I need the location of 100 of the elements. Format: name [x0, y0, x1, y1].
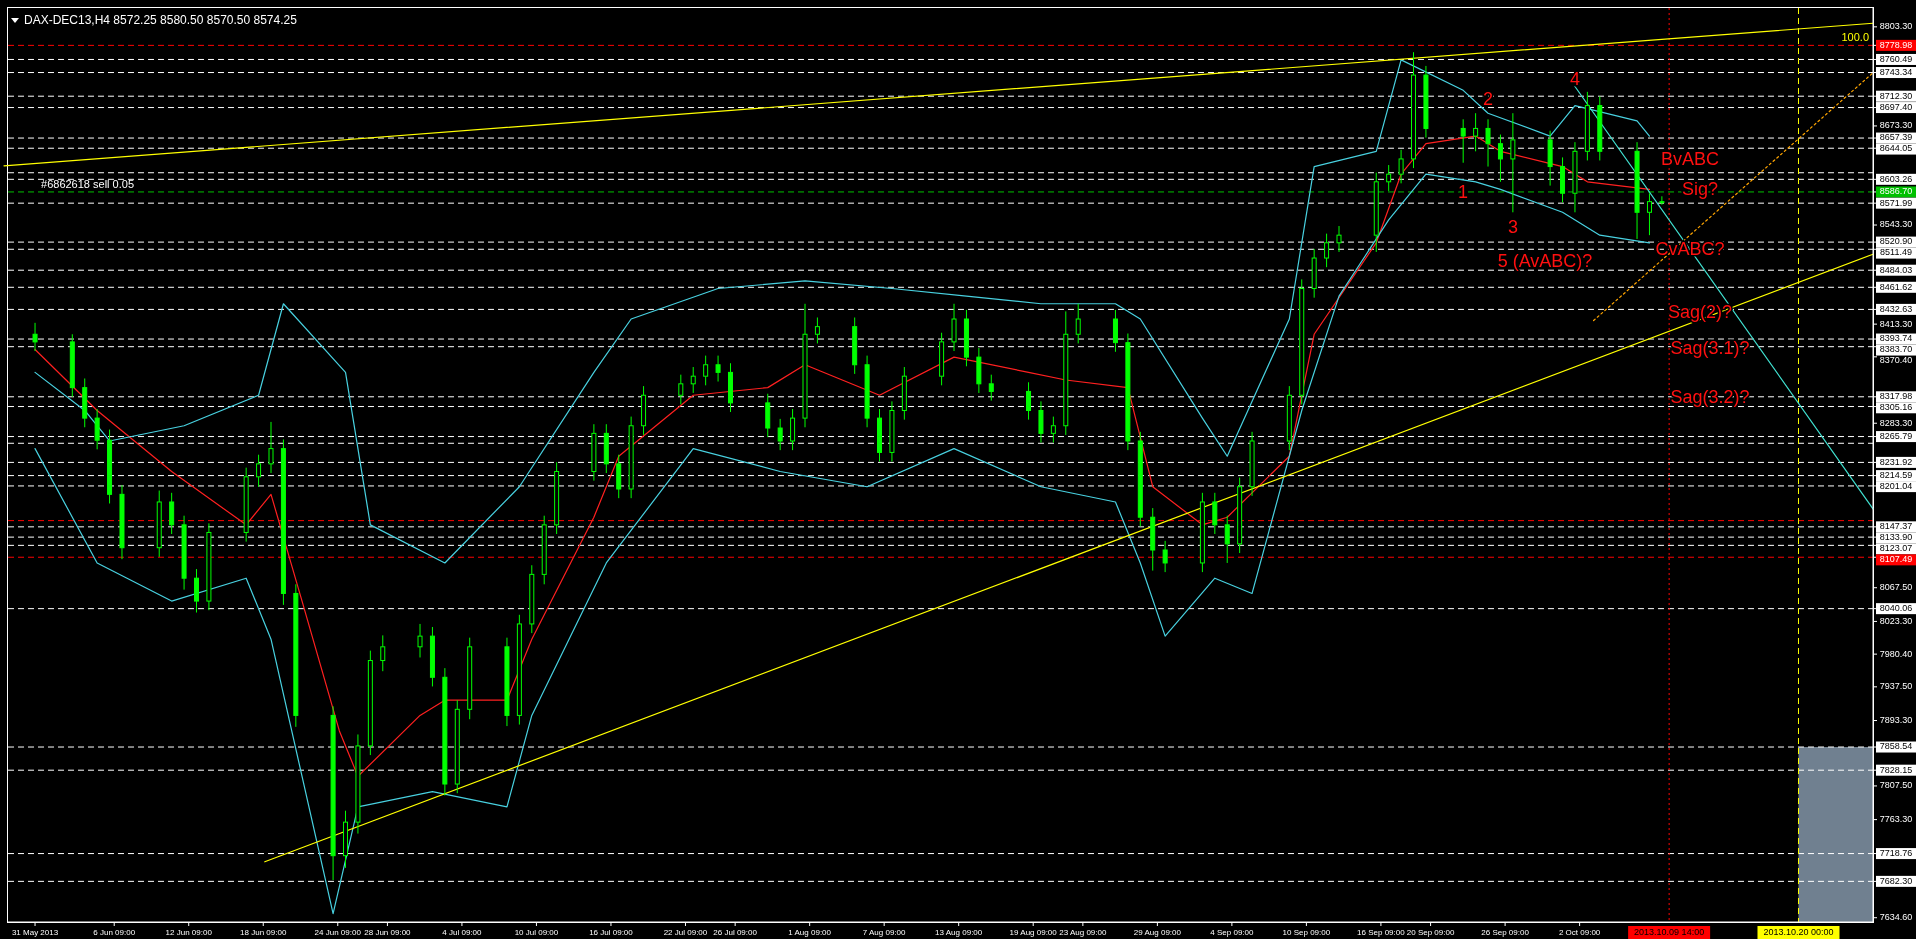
candlestick	[268, 421, 274, 474]
annotation: 5 (AvABC)?	[1497, 250, 1593, 271]
candlestick	[1038, 400, 1044, 444]
x-tick-label: 16 Jul 09:00	[589, 928, 634, 938]
y-tick-label: 8023.30	[1879, 615, 1913, 626]
candlestick	[1125, 333, 1131, 451]
candlestick	[442, 667, 448, 796]
ref-line-label: 8571.99	[1879, 197, 1913, 208]
ref-line-label: 8107.49	[1879, 554, 1913, 565]
x-tick-label: 7 Aug 09:00	[862, 928, 907, 938]
y-tick-label: 7893.30	[1879, 714, 1913, 725]
annotation: #6862618 sell 0.05	[41, 177, 135, 190]
x-tick-label: 31 May 2013	[11, 928, 59, 938]
candlestick	[280, 438, 286, 606]
candlestick	[1386, 164, 1392, 192]
candlestick	[181, 515, 187, 591]
ref-line-label: 8461.62	[1879, 281, 1913, 292]
ref-line-label: 8644.05	[1879, 143, 1913, 154]
x-tick-label: 26 Sep 09:00	[1481, 928, 1530, 938]
ref-line-label: 8133.90	[1879, 532, 1913, 543]
x-tick-label: 20 Sep 09:00	[1406, 928, 1455, 938]
candlestick	[1162, 540, 1168, 573]
line-series	[34, 59, 1651, 564]
y-tick-label: 7634.60	[1879, 912, 1913, 923]
y-tick-label: 8370.40	[1879, 355, 1913, 366]
x-tick-label: 29 Aug 09:00	[1133, 928, 1182, 938]
candlestick	[591, 423, 597, 482]
candlestick	[1398, 149, 1404, 184]
annotation: Sag(3.1)?	[1670, 337, 1750, 358]
text: DAX-DEC13,H4 8572.25 8580.50 8570.50 8574.25	[24, 13, 298, 28]
x-tick-label: 10 Sep 09:00	[1282, 928, 1331, 938]
candlestick	[554, 461, 560, 535]
y-tick-label: 7763.30	[1879, 814, 1913, 824]
ref-line-label: 8511.49	[1880, 247, 1912, 258]
x-tick-label: 22 Jul 09:00	[663, 928, 708, 938]
x-tick-label: 18 Jun 09:00	[240, 928, 287, 938]
candlestick	[504, 637, 510, 727]
candlestick	[1249, 431, 1255, 497]
candlestick	[156, 490, 162, 558]
ref-line-label: 7718.76	[1879, 847, 1913, 858]
ref-line-label: 8393.74	[1879, 333, 1913, 344]
candlestick	[1460, 118, 1466, 164]
annotation: Sag(3.2)?	[1670, 386, 1750, 407]
x-tick-label: 2 Oct 09:00	[1558, 928, 1601, 938]
ref-line-label: 8265.79	[1879, 430, 1913, 441]
candlestick	[1150, 507, 1156, 572]
candlestick	[355, 733, 361, 835]
ref-line-label: 8201.04	[1879, 480, 1913, 491]
y-tick-label: 8803.30	[1879, 21, 1913, 32]
x-tick-label: 1 Aug 09:00	[788, 928, 832, 938]
candlestick	[119, 484, 125, 560]
ref-line-label: 8603.26	[1879, 173, 1913, 184]
candlestick	[1646, 192, 1652, 236]
x-tick-label: 24 Jun 09:00	[314, 928, 362, 938]
y-tick-label: 8413.30	[1879, 318, 1913, 329]
candlestick	[193, 568, 199, 614]
candlestick	[1063, 310, 1069, 436]
candlestick	[628, 416, 634, 499]
line-series	[34, 173, 1651, 915]
candlestick	[951, 303, 957, 352]
candlestick	[852, 316, 858, 375]
x-tick-label: 23 Aug 09:00	[1059, 928, 1107, 938]
annotation: 4	[1569, 68, 1581, 89]
candlestick	[330, 705, 336, 881]
ref-line-label: 8484.03	[1879, 264, 1913, 275]
candlestick	[1659, 195, 1665, 204]
annotation: 100.0	[1841, 31, 1869, 44]
y-tick-label: 8673.30	[1879, 120, 1913, 131]
ref-line-label: 8317.98	[1879, 391, 1913, 402]
ref-line-label: 8743.34	[1879, 66, 1913, 77]
ref-line-label: 8697.40	[1879, 101, 1913, 112]
candlestick	[293, 583, 299, 728]
ref-line-label: 8305.16	[1879, 402, 1913, 413]
ref-line-label: 8123.07	[1879, 543, 1913, 554]
annotation: BvABC	[1660, 148, 1720, 169]
candlestick	[32, 322, 38, 352]
ref-line-label: 8657.39	[1879, 132, 1913, 143]
candlestick	[94, 408, 100, 450]
y-tick-label: 7937.50	[1879, 681, 1913, 692]
y-tick-label: 8067.50	[1879, 582, 1913, 593]
annotation: Sig?	[1681, 178, 1719, 199]
ref-line-label: 7858.54	[1879, 741, 1913, 752]
candlestick	[1473, 112, 1479, 152]
ref-line-label: 8778.98	[1879, 39, 1913, 50]
y-tick-label: 8283.30	[1879, 417, 1913, 428]
candlestick	[417, 623, 423, 658]
ref-line-label: 8712.30	[1879, 90, 1913, 101]
x-tick-label: 4 Sep 09:00	[1210, 928, 1255, 938]
candlestick	[901, 366, 907, 421]
y-tick-label: 7980.40	[1879, 648, 1913, 659]
ref-line-label: 7828.15	[1879, 764, 1913, 775]
candlestick	[1336, 225, 1342, 253]
ref-line-label: 8231.92	[1879, 456, 1913, 467]
y-tick-label: 7807.50	[1879, 780, 1913, 791]
candlestick	[864, 355, 870, 428]
candlestick	[1026, 381, 1032, 421]
candlestick	[889, 400, 895, 463]
candlestick	[1572, 141, 1578, 213]
ref-line-label: 8383.70	[1879, 344, 1913, 355]
candlestick	[690, 366, 696, 394]
